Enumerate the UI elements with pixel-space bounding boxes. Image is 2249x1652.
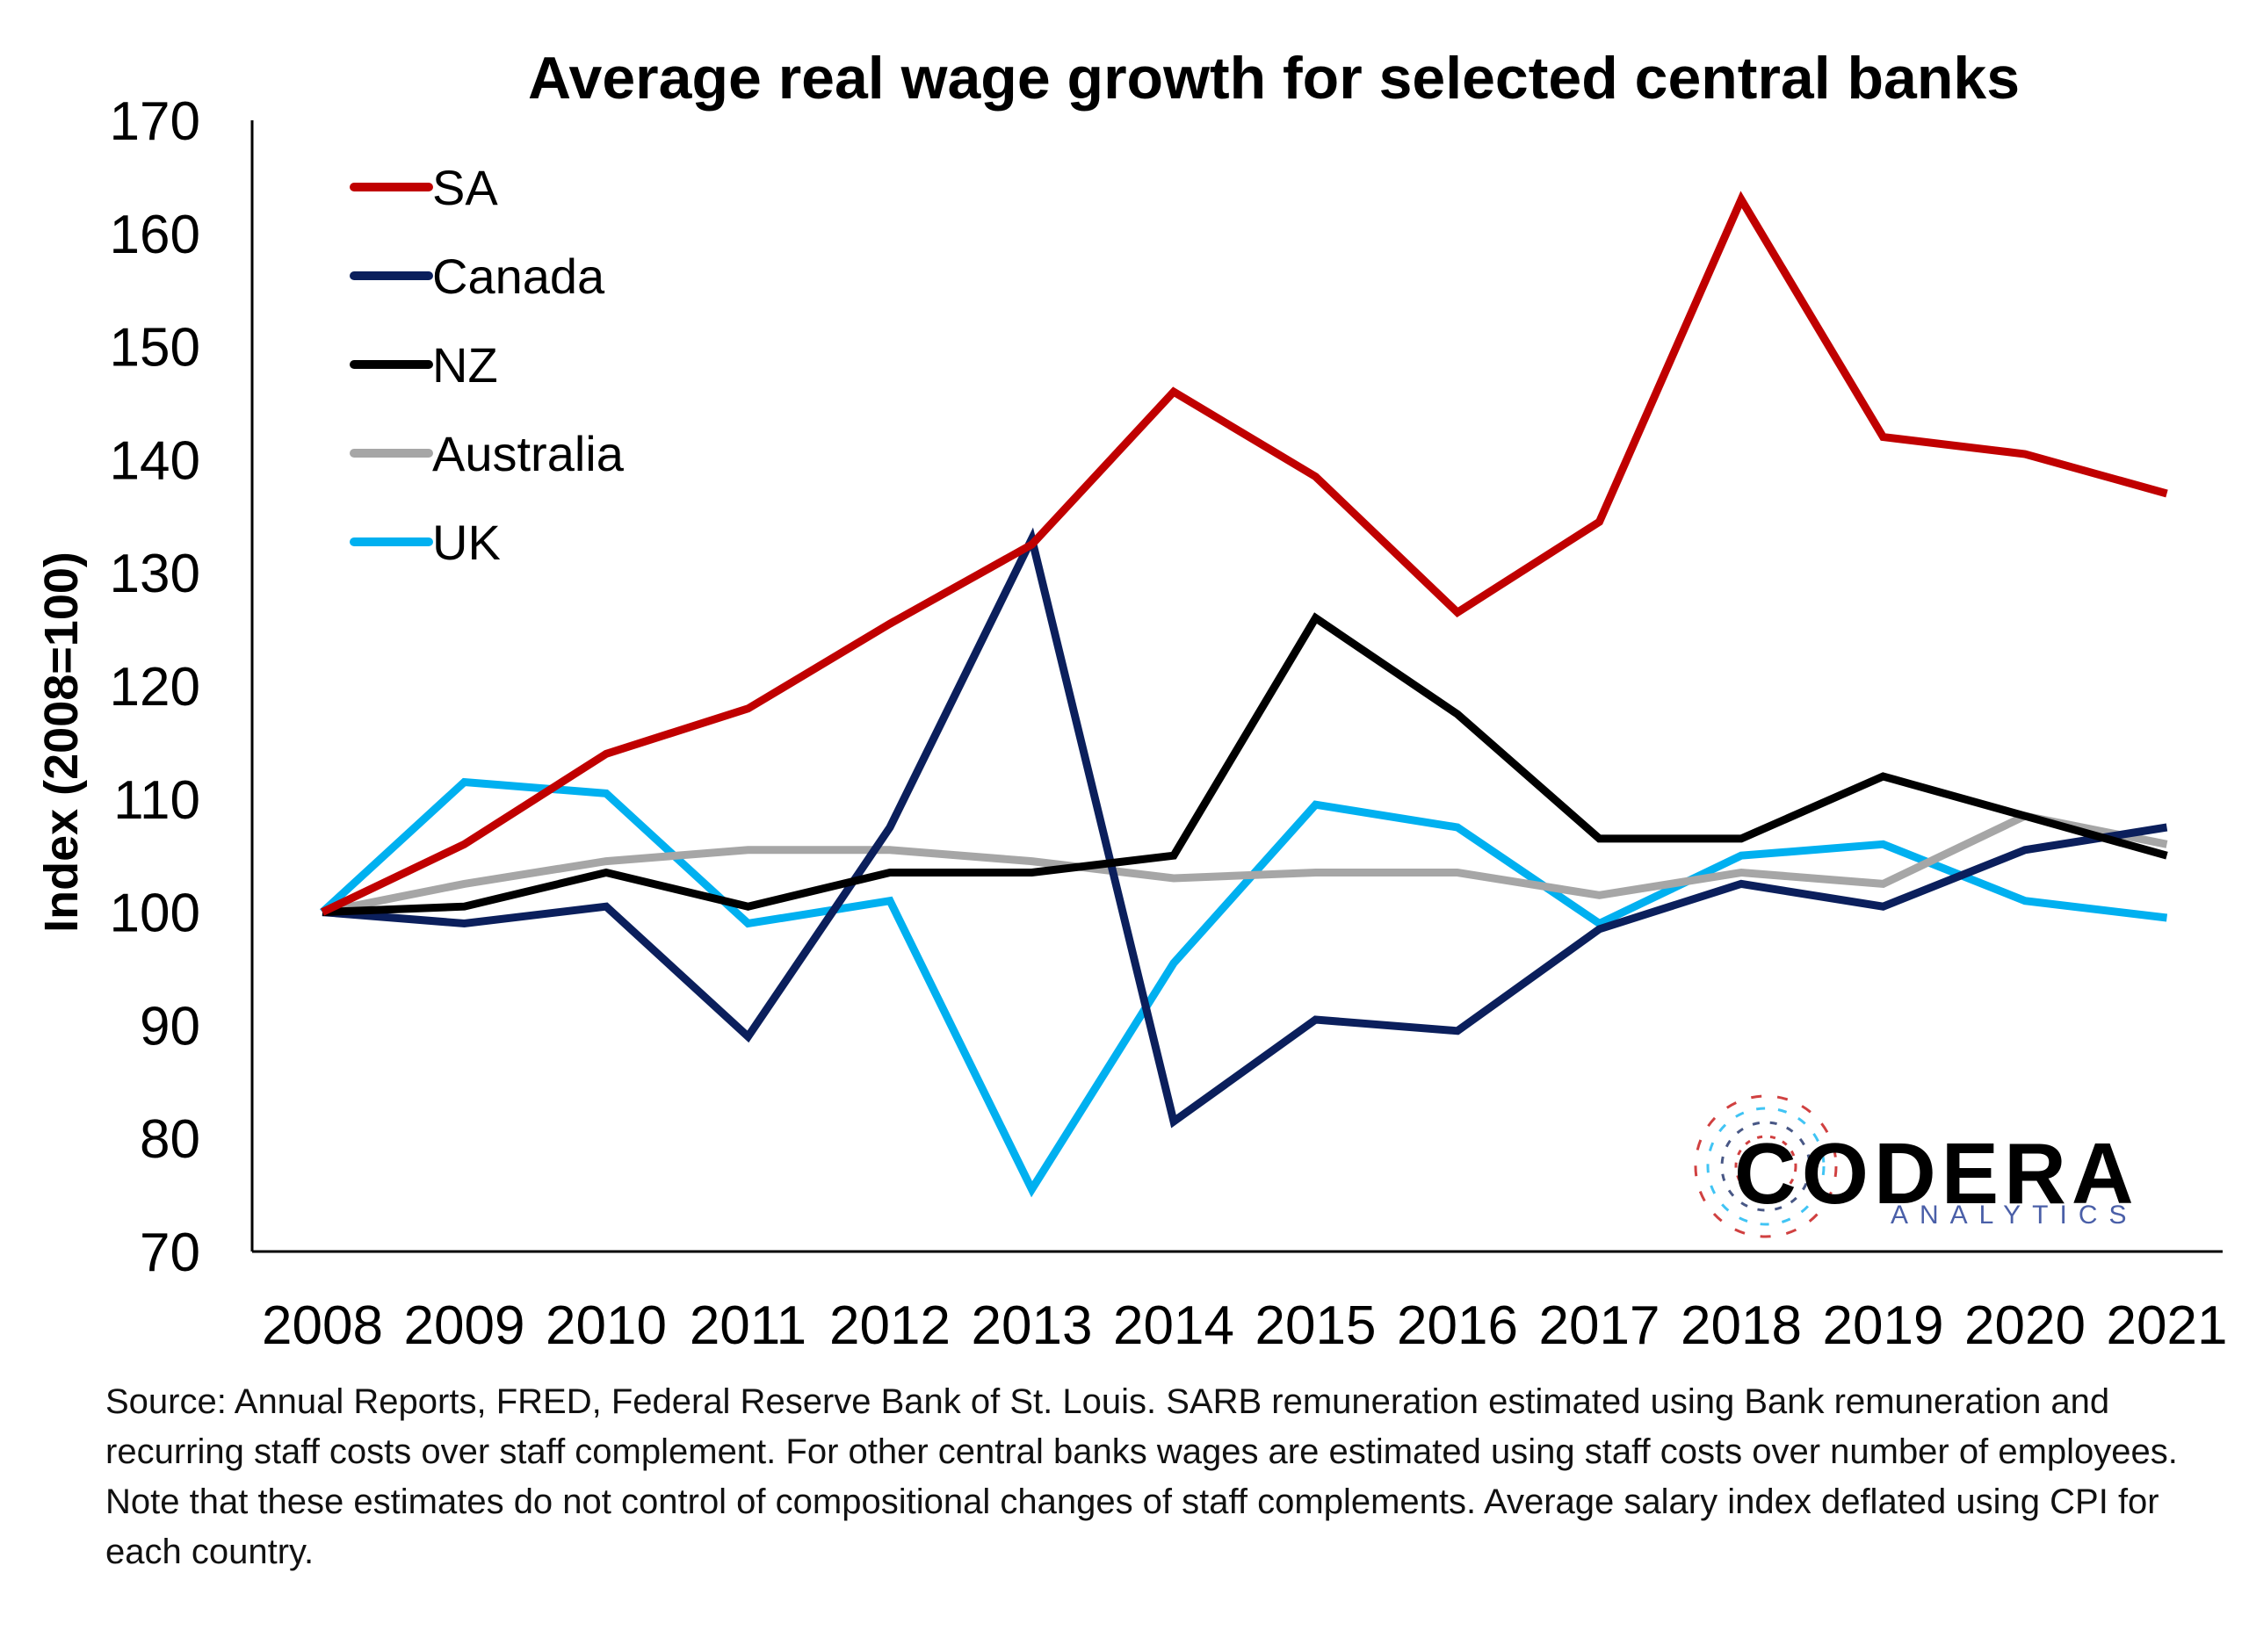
legend-label-australia: Australia — [432, 426, 625, 481]
x-tick-label: 2017 — [1539, 1295, 1660, 1356]
y-tick-labels: 70 80 90 100 110 120 130 140 150 160 170 — [110, 91, 200, 1283]
x-tick-label: 2019 — [1823, 1295, 1944, 1356]
source-note: Source: Annual Reports, FRED, Federal Re… — [105, 1382, 2178, 1571]
axes — [250, 120, 2223, 1253]
x-tick-label: 2016 — [1397, 1295, 1518, 1356]
y-tick-label: 110 — [113, 770, 200, 831]
x-tick-label: 2008 — [262, 1295, 383, 1356]
series-line-nz — [322, 612, 2168, 917]
y-tick-label: 170 — [110, 91, 200, 152]
y-tick-label: 140 — [110, 430, 200, 491]
y-axis-label: Index (2008=100) — [35, 552, 88, 933]
legend-label-nz: NZ — [432, 337, 498, 393]
y-tick-label: 150 — [110, 318, 200, 379]
legend: SA Canada NZ Australia UK — [350, 160, 625, 570]
logo-rings-icon — [1694, 1094, 1838, 1238]
y-tick-label: 80 — [140, 1109, 200, 1170]
series-line-sa — [321, 191, 2168, 916]
legend-label-canada: Canada — [432, 249, 605, 304]
logo-ring — [1694, 1094, 1838, 1238]
logo-ring — [1720, 1121, 1811, 1212]
codera-logo: CODERA ANALYTICS — [1694, 1094, 2139, 1238]
y-tick-label: 130 — [110, 544, 200, 604]
y-tick-label: 160 — [110, 205, 200, 265]
logo-ring — [1734, 1135, 1797, 1198]
x-tick-label: 2011 — [690, 1295, 806, 1356]
x-tick-label: 2014 — [1113, 1295, 1234, 1356]
series-line-uk — [319, 777, 2168, 1198]
legend-label-sa: SA — [432, 160, 498, 215]
x-tick-label: 2020 — [1964, 1295, 2086, 1356]
x-tick-label: 2010 — [546, 1295, 667, 1356]
y-tick-label: 90 — [140, 996, 200, 1057]
x-tick-label: 2018 — [1681, 1295, 1802, 1356]
x-tick-label: 2015 — [1255, 1295, 1377, 1356]
x-tick-label: 2009 — [404, 1295, 525, 1356]
logo-wordmark: CODERA — [1734, 1125, 2139, 1222]
series-line-canada — [322, 527, 2168, 1129]
line-chart: Average real wage growth for selected ce… — [35, 45, 2227, 1356]
series-lines — [319, 191, 2168, 1198]
x-tick-label: 2013 — [972, 1295, 1093, 1356]
y-tick-label: 120 — [110, 657, 200, 718]
logo-ring — [1706, 1107, 1826, 1226]
series-line-australia — [322, 812, 2168, 917]
chart-title: Average real wage growth for selected ce… — [528, 45, 2020, 112]
y-tick-label: 70 — [140, 1223, 200, 1283]
x-tick-label: 2021 — [2107, 1295, 2228, 1356]
y-tick-label: 100 — [110, 884, 200, 944]
legend-label-uk: UK — [432, 515, 501, 570]
logo-subtitle: ANALYTICS — [1891, 1201, 2138, 1230]
x-tick-label: 2012 — [829, 1295, 951, 1356]
x-tick-labels: 2008 2009 2010 2011 2012 2013 2014 2015 2016 2017… — [262, 1295, 2227, 1356]
